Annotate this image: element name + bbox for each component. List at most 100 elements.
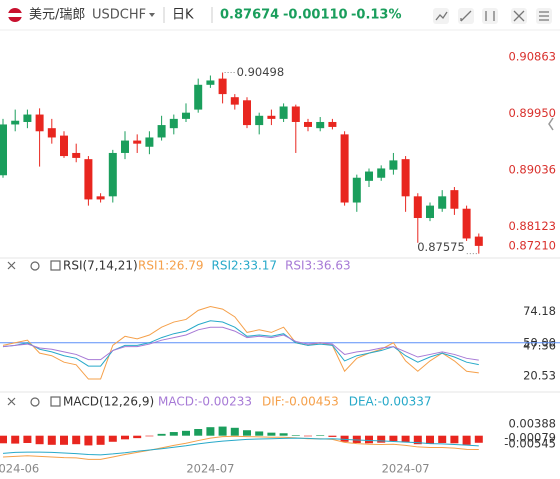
collapse-arrow[interactable] <box>548 117 554 131</box>
macd-bar <box>328 435 337 437</box>
candle-body <box>145 137 154 147</box>
close-icon[interactable] <box>7 261 16 270</box>
macd-bar <box>426 435 434 444</box>
candle-body <box>328 121 337 127</box>
candle-body <box>194 84 203 110</box>
candle-body <box>438 196 447 209</box>
candle-body <box>157 125 166 138</box>
macd-bar <box>145 435 154 437</box>
candle-body <box>169 118 178 129</box>
macd-bar <box>35 435 44 445</box>
candle-body <box>230 97 239 105</box>
y-tick-label: 0.89950 <box>508 106 556 120</box>
candle-body <box>426 205 434 219</box>
candle-body <box>182 112 190 119</box>
change: -0.00110 <box>283 8 348 23</box>
y-tick-label: -0.00545 <box>504 437 556 451</box>
legend-entry: RSI1:26.79 <box>138 259 204 273</box>
macd-bar <box>0 435 7 444</box>
macd-bar <box>438 435 447 443</box>
close-icon[interactable] <box>7 397 16 406</box>
candle-body <box>291 106 300 122</box>
macd-bar <box>291 435 300 436</box>
macd-bar <box>243 430 251 436</box>
candle-body <box>35 114 44 132</box>
candle-body <box>72 152 81 158</box>
y-tick-label: 0.87210 <box>508 239 556 253</box>
legend-entry: RSI2:33.17 <box>212 259 278 273</box>
macd-bar <box>316 435 325 436</box>
legend-entry: MACD:-0.00233 <box>158 395 252 409</box>
candle-body <box>389 160 398 170</box>
candle-body <box>243 100 251 126</box>
x-tick-label: 2024-07 <box>382 462 430 476</box>
macd-bar <box>352 435 361 443</box>
y-tick-label: 0.88123 <box>508 219 556 233</box>
macd-title: MACD(12,26,9) <box>63 395 154 409</box>
macd-bar <box>72 435 81 445</box>
candle-body <box>413 196 422 219</box>
macd-line <box>2 435 479 460</box>
settings-icon[interactable] <box>30 397 40 407</box>
macd-bar <box>169 432 178 436</box>
candle-body <box>133 140 142 144</box>
legend-entry: DEA:-0.00337 <box>349 395 432 409</box>
settings-icon[interactable] <box>30 261 40 271</box>
candle-body <box>304 121 312 127</box>
macd-bar <box>340 435 349 442</box>
y-tick-label: -0.00079 <box>504 431 556 445</box>
macd-bar <box>255 431 264 436</box>
candle-body <box>377 168 386 178</box>
rsi-line <box>2 305 479 380</box>
period[interactable]: 日K <box>172 8 194 23</box>
macd-bar <box>450 435 459 444</box>
macd-bar <box>218 426 227 436</box>
macd-bar <box>47 435 56 445</box>
dropdown-arrow[interactable] <box>149 13 155 17</box>
flag-stripe <box>8 13 22 17</box>
rsi-title: RSI(7,14,21) <box>63 259 138 273</box>
macd-bar <box>462 435 471 445</box>
candle-body <box>450 190 459 209</box>
candle-body <box>279 106 288 119</box>
macd-bar <box>157 433 166 436</box>
macd-bar <box>365 435 373 444</box>
candle-body <box>206 80 215 85</box>
candle-body <box>340 134 349 203</box>
macd-bar <box>60 435 68 445</box>
expand-icon[interactable] <box>50 260 61 271</box>
candle-body <box>96 196 105 200</box>
tool-button[interactable] <box>482 8 498 24</box>
candle-body <box>121 140 129 153</box>
y-tick-label: 0.89036 <box>508 163 556 177</box>
macd-bar <box>279 433 288 436</box>
macd-bar <box>267 432 276 436</box>
candle-body <box>0 124 7 176</box>
candle-body <box>474 236 483 246</box>
macd-bar <box>206 427 215 436</box>
expand-icon[interactable] <box>50 396 61 407</box>
macd-bar <box>133 435 142 439</box>
candle-body <box>47 128 56 138</box>
y-tick-label: 47.36 <box>523 339 556 353</box>
candle-body <box>11 120 20 125</box>
macd-bar <box>401 435 410 443</box>
y-tick-label: 0.00388 <box>508 416 556 430</box>
macd-bar <box>182 430 190 436</box>
y-tick-label: 20.53 <box>523 369 556 383</box>
macd-bar <box>474 435 483 443</box>
candle-body <box>60 135 68 157</box>
candle-body <box>316 121 325 129</box>
candle-body <box>84 159 93 200</box>
change-pct: -0.13% <box>351 8 402 23</box>
macd-bar <box>23 435 32 443</box>
rsi-line <box>2 320 479 367</box>
candle-body <box>255 115 264 126</box>
y-tick-label: 0.90863 <box>508 49 556 63</box>
candle-body <box>108 152 117 197</box>
symbol: USDCHF <box>92 8 146 23</box>
candle-body <box>401 159 410 197</box>
rsi-line <box>2 326 479 361</box>
